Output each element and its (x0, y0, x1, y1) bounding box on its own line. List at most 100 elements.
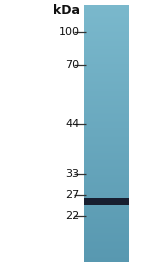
Text: kDa: kDa (52, 4, 80, 17)
Bar (84, 163, 129, 164)
Bar (84, 159, 129, 160)
Bar (84, 109, 129, 111)
Bar (84, 115, 129, 117)
Bar (84, 231, 129, 232)
Bar (84, 187, 129, 189)
Bar (84, 177, 129, 178)
Bar (84, 90, 129, 91)
Bar (84, 28, 129, 30)
Bar (84, 36, 129, 37)
Bar (84, 217, 129, 218)
Bar (84, 65, 129, 67)
Bar (84, 209, 129, 210)
Bar (84, 64, 129, 66)
Bar (84, 145, 129, 146)
Bar (84, 9, 129, 10)
Bar (84, 168, 129, 169)
Bar (84, 169, 129, 171)
Bar (84, 19, 129, 21)
Bar (84, 26, 129, 27)
Bar (84, 229, 129, 231)
Bar (84, 199, 129, 200)
Bar (84, 38, 129, 40)
Bar (84, 232, 129, 233)
Bar (84, 213, 129, 214)
Bar (84, 51, 129, 53)
Bar (84, 15, 129, 17)
Bar (84, 124, 129, 126)
Bar (84, 92, 129, 94)
Bar (84, 238, 129, 240)
Bar (84, 237, 129, 239)
Bar (84, 250, 129, 252)
Bar (84, 91, 129, 92)
Bar (84, 103, 129, 104)
Bar (84, 173, 129, 175)
Bar (84, 33, 129, 35)
Bar (84, 66, 129, 68)
Bar (84, 23, 129, 25)
Bar (84, 118, 129, 119)
Bar (84, 133, 129, 135)
Bar (84, 63, 129, 64)
Bar (84, 81, 129, 82)
Bar (84, 29, 129, 31)
Bar (84, 223, 129, 225)
Bar (84, 222, 129, 223)
Bar (84, 11, 129, 13)
Bar (84, 79, 129, 81)
Bar (84, 49, 129, 50)
Bar (84, 70, 129, 72)
Bar (84, 96, 129, 98)
Bar (84, 215, 129, 217)
Bar (84, 72, 129, 73)
Bar (84, 247, 129, 249)
Bar (84, 183, 129, 185)
Bar (84, 178, 129, 180)
Bar (84, 158, 129, 159)
Bar (84, 150, 129, 151)
Bar (84, 125, 129, 127)
Bar (84, 219, 129, 221)
Bar (84, 58, 129, 59)
Bar (84, 14, 129, 15)
Bar (84, 95, 129, 96)
Bar (84, 242, 129, 244)
Bar (84, 132, 129, 134)
Bar (84, 138, 129, 140)
Bar (84, 82, 129, 84)
Bar (84, 31, 129, 32)
Bar (84, 42, 129, 44)
Bar (84, 204, 129, 205)
Bar (84, 120, 129, 122)
Bar (84, 188, 129, 190)
Bar (84, 104, 129, 105)
Bar (84, 142, 129, 144)
Bar (84, 127, 129, 128)
Bar (84, 32, 129, 34)
Bar (84, 162, 129, 163)
Bar (84, 73, 129, 74)
Bar (84, 210, 129, 212)
Bar (84, 8, 129, 9)
Bar (84, 76, 129, 77)
Bar (84, 60, 129, 62)
Text: 33: 33 (66, 168, 80, 179)
Bar (84, 244, 129, 245)
Bar (84, 128, 129, 130)
Bar (84, 61, 129, 63)
Bar (84, 110, 129, 112)
Text: 22: 22 (65, 211, 80, 221)
Bar (84, 147, 129, 149)
Bar (84, 13, 129, 14)
Bar (84, 45, 129, 46)
Bar (84, 226, 129, 227)
Bar (84, 164, 129, 166)
Bar (84, 59, 129, 60)
Bar (84, 68, 129, 69)
Text: 44: 44 (65, 119, 80, 129)
Bar (84, 156, 129, 158)
Bar (84, 239, 129, 241)
Bar (84, 245, 129, 246)
Bar (84, 50, 129, 52)
